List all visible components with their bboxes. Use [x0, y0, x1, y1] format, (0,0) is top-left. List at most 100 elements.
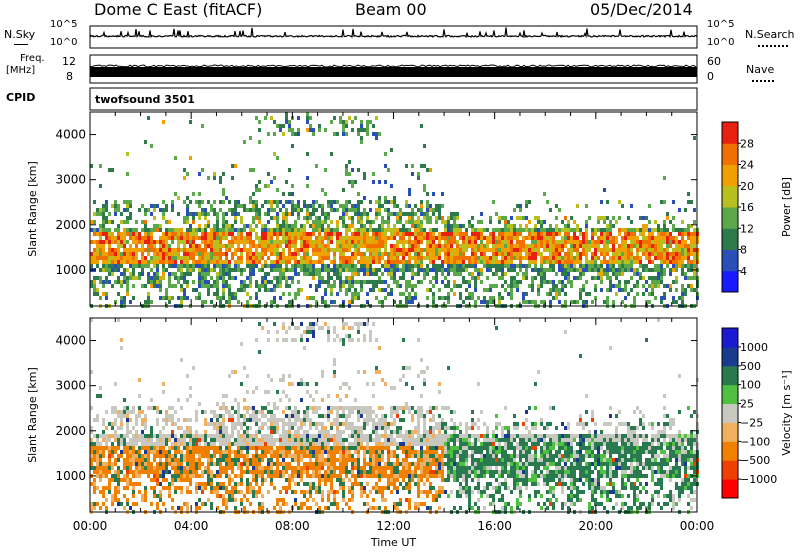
power-cell — [150, 212, 153, 216]
velocity-cell — [282, 486, 285, 490]
power-cell — [126, 172, 129, 176]
velocity-cell — [252, 494, 255, 498]
power-cell — [324, 236, 327, 240]
power-cell — [216, 280, 219, 284]
power-cell — [429, 240, 432, 244]
velocity-cell — [243, 470, 246, 474]
power-cell — [240, 268, 243, 272]
velocity-cell — [117, 466, 120, 470]
power-cell — [618, 232, 621, 236]
velocity-cell — [123, 494, 126, 498]
power-cell — [681, 252, 684, 256]
power-cell — [105, 256, 108, 260]
power-cell — [321, 204, 324, 208]
velocity-cell — [303, 430, 306, 434]
power-cell — [372, 220, 375, 224]
power-cell — [291, 236, 294, 240]
power-cell — [534, 224, 537, 228]
power-cell — [609, 276, 612, 280]
power-cell — [681, 248, 684, 252]
power-cell — [129, 248, 132, 252]
velocity-cell — [189, 454, 192, 458]
velocity-cell — [204, 502, 207, 506]
power-cell — [531, 232, 534, 236]
velocity-cell — [192, 462, 195, 466]
power-cell — [186, 208, 189, 212]
power-cell — [96, 264, 99, 268]
velocity-cell — [165, 486, 168, 490]
velocity-cell — [141, 446, 144, 450]
velocity-cell — [255, 474, 258, 478]
power-cell — [453, 224, 456, 228]
power-cell — [567, 272, 570, 276]
power-cell — [315, 272, 318, 276]
velocity-cell — [147, 450, 150, 454]
power-cell — [435, 268, 438, 272]
power-cell — [612, 284, 615, 288]
power-cell — [210, 204, 213, 208]
power-cell — [195, 228, 198, 232]
velocity-cell — [252, 478, 255, 482]
power-cell — [96, 228, 99, 232]
velocity-cell — [213, 474, 216, 478]
power-cell — [213, 176, 216, 180]
power-cell — [147, 260, 150, 264]
velocity-cell — [108, 438, 111, 442]
power-cell — [666, 248, 669, 252]
power-cell — [198, 192, 201, 196]
power-cell — [624, 252, 627, 256]
power-cell — [492, 260, 495, 264]
power-cell — [354, 236, 357, 240]
power-cell — [348, 288, 351, 292]
velocity-cell — [240, 382, 243, 386]
velocity-cell — [258, 474, 261, 478]
power-cell — [375, 260, 378, 264]
power-cell — [498, 244, 501, 248]
velocity-cell — [144, 462, 147, 466]
power-cell — [321, 188, 324, 192]
power-cell — [156, 256, 159, 260]
power-cell — [645, 248, 648, 252]
power-cell — [150, 228, 153, 232]
power-cell — [93, 232, 96, 236]
velocity-cell — [171, 414, 174, 418]
power-cell — [363, 208, 366, 212]
power-cell — [183, 272, 186, 276]
power-cell — [408, 264, 411, 268]
velocity-cell — [264, 442, 267, 446]
velocity-cell — [195, 482, 198, 486]
power-cell — [204, 280, 207, 284]
power-cell — [93, 276, 96, 280]
power-cell — [234, 292, 237, 296]
power-cell — [357, 232, 360, 236]
power-cell — [393, 256, 396, 260]
power-cell — [687, 192, 690, 196]
power-cell — [639, 264, 642, 268]
velocity-cell — [135, 466, 138, 470]
power-cell — [261, 248, 264, 252]
power-cell — [264, 232, 267, 236]
velocity-cell — [297, 466, 300, 470]
velocity-cell — [294, 430, 297, 434]
power-cell — [243, 248, 246, 252]
power-cell — [552, 256, 555, 260]
velocity-cell — [312, 446, 315, 450]
velocity-cell — [321, 422, 324, 426]
power-cell — [534, 260, 537, 264]
power-cell — [132, 236, 135, 240]
power-cell — [336, 264, 339, 268]
power-cell — [612, 216, 615, 220]
velocity-cell — [252, 466, 255, 470]
velocity-cell — [93, 442, 96, 446]
power-cell — [90, 280, 93, 284]
power-cell — [462, 240, 465, 244]
power-cell — [231, 236, 234, 240]
power-cell — [213, 260, 216, 264]
power-cell — [603, 248, 606, 252]
velocity-cell — [204, 442, 207, 446]
velocity-cell — [297, 414, 300, 418]
power-cell — [285, 220, 288, 224]
velocity-cell — [141, 410, 144, 414]
power-cell — [519, 244, 522, 248]
power-cell — [129, 200, 132, 204]
